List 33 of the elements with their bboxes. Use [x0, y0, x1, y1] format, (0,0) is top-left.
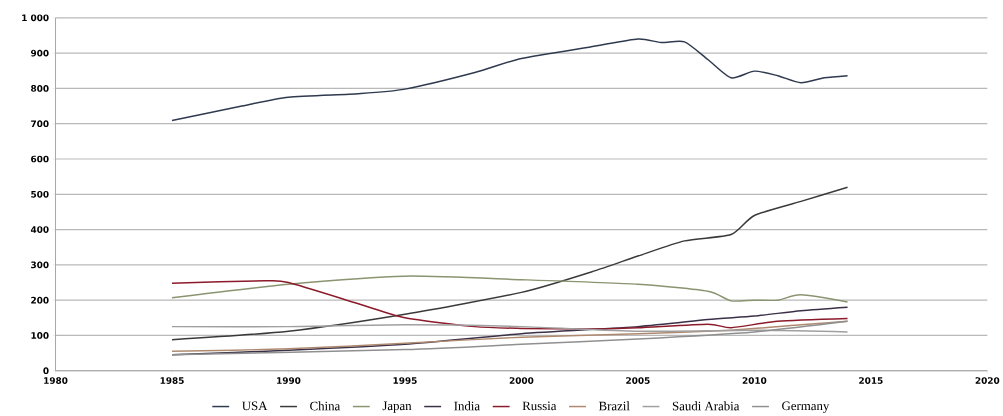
line-series	[171, 324, 849, 333]
y-tick-label: 500	[31, 191, 49, 198]
y-tick-label: 300	[31, 261, 49, 269]
x-tick-label: 2010	[742, 377, 767, 385]
legend-label: USA	[242, 401, 268, 411]
legend-label: Germany	[782, 401, 830, 413]
y-tick-label: 200	[31, 296, 49, 304]
y-tick-label: 800	[31, 85, 49, 92]
x-tick-label: 2000	[509, 377, 534, 385]
x-tick-label: 1995	[393, 377, 417, 385]
x-tick-label: 2005	[626, 377, 650, 385]
line-series	[171, 280, 849, 330]
legend-label: China	[310, 401, 341, 411]
legend-label: India	[454, 401, 480, 411]
y-tick-label: 900	[30, 49, 49, 57]
y-tick-label: 1 000	[22, 14, 49, 22]
legend-label: Saudi Arabia	[672, 401, 740, 411]
line-series	[171, 186, 849, 341]
y-tick-label: 600	[31, 155, 49, 163]
y-tick-label: 0	[43, 367, 49, 375]
line-series	[171, 38, 849, 122]
legend-label: Brazil	[598, 401, 630, 411]
y-tick-label: 100	[31, 332, 49, 339]
legend-label: Russia	[522, 401, 557, 411]
x-tick-label: 2020	[975, 377, 1000, 385]
line-series	[171, 275, 849, 303]
legend-label: Japan	[382, 401, 412, 413]
x-tick-label: 1990	[277, 377, 301, 385]
x-tick-label: 1980	[44, 377, 68, 385]
y-tick-label: 400	[30, 226, 49, 234]
x-tick-label: 1985	[160, 377, 184, 385]
y-tick-label: 700	[31, 120, 49, 128]
x-tick-label: 2015	[859, 377, 883, 385]
